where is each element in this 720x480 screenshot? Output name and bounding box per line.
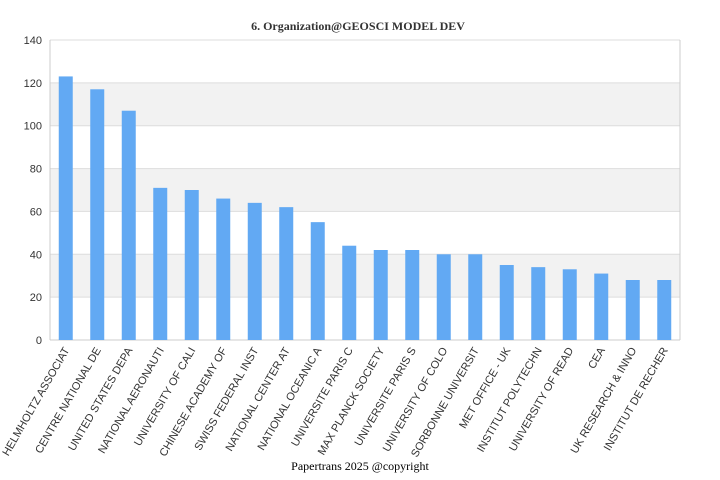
- y-tick-label: 80: [30, 164, 42, 176]
- y-tick-labels: 0 20 40 60 80 100 120 140: [24, 35, 42, 347]
- plot-bands: [50, 82, 680, 298]
- bar: [342, 245, 357, 340]
- bar: [625, 280, 640, 340]
- bar: [373, 250, 388, 340]
- y-tick-label: 60: [30, 206, 42, 218]
- plot-band: [50, 82, 680, 126]
- bar: [562, 269, 577, 340]
- bar: [499, 265, 514, 340]
- y-tick-label: 40: [30, 249, 42, 261]
- copyright-footer: Papertrans 2025 @copyright: [291, 459, 429, 473]
- bar: [90, 89, 105, 341]
- bar: [594, 273, 609, 340]
- y-tick-label: 100: [24, 121, 42, 133]
- bar: [58, 76, 73, 340]
- x-tick-label: UNIVERSITY OF READ: [507, 345, 576, 453]
- plot-band: [50, 168, 680, 212]
- bar: [657, 280, 672, 340]
- bar: [468, 254, 483, 340]
- bar: [531, 267, 546, 340]
- bar: [247, 202, 262, 340]
- bar: [310, 222, 325, 340]
- bar: [216, 198, 231, 340]
- y-tick-label: 0: [36, 335, 42, 347]
- chart-title: 6. Organization@GEOSCI MODEL DEV: [251, 19, 465, 33]
- x-tick-label: UNIVERSITE PARIS C: [289, 345, 356, 448]
- bar: [279, 207, 294, 340]
- y-tick-label: 20: [30, 292, 42, 304]
- bar: [184, 190, 199, 340]
- y-tick-label: 140: [24, 35, 42, 47]
- bar: [436, 254, 451, 340]
- x-tick-label: CEA: [586, 345, 608, 371]
- x-tick-label: UNIVERSITY OF CALI: [132, 346, 198, 449]
- plot-band: [50, 254, 680, 298]
- bars: [58, 76, 672, 341]
- bar: [121, 110, 136, 340]
- y-tick-label: 120: [24, 78, 42, 90]
- bar: [153, 187, 168, 340]
- x-tick-label: UNIVERSITE PARIS S: [353, 346, 419, 449]
- x-tick-label: INSTITUT DE RECHER: [602, 345, 671, 452]
- bar: [405, 250, 420, 340]
